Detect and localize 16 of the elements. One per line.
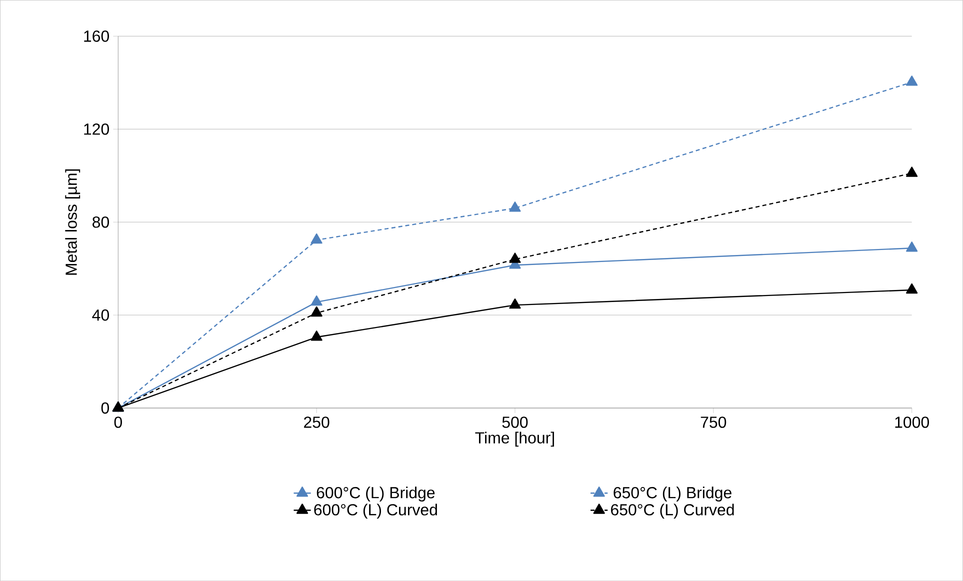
y-tick-label: 40: [92, 309, 109, 321]
x-tick-label: 250: [304, 416, 330, 428]
y-tick-label: 120: [84, 123, 109, 135]
legend-label: 600°C (L) Curved: [314, 504, 437, 519]
legend-label: 650°C (L) Bridge: [614, 486, 732, 502]
x-axis-title: Time [hour]: [475, 432, 554, 447]
x-tick-label: 1000: [895, 416, 929, 428]
y-tick-label: 80: [92, 216, 109, 228]
legend-label: 600°C (L) Bridge: [316, 486, 435, 502]
x-tick-label: 750: [700, 416, 726, 428]
y-tick-label: 0: [101, 402, 109, 414]
y-tick-label: 160: [84, 30, 109, 42]
legend-label: 650°C (L) Curved: [611, 504, 734, 519]
x-tick-label: 500: [502, 416, 528, 428]
y-axis-title: Metal loss [µm]: [65, 169, 80, 275]
x-tick-label: 0: [114, 416, 122, 428]
